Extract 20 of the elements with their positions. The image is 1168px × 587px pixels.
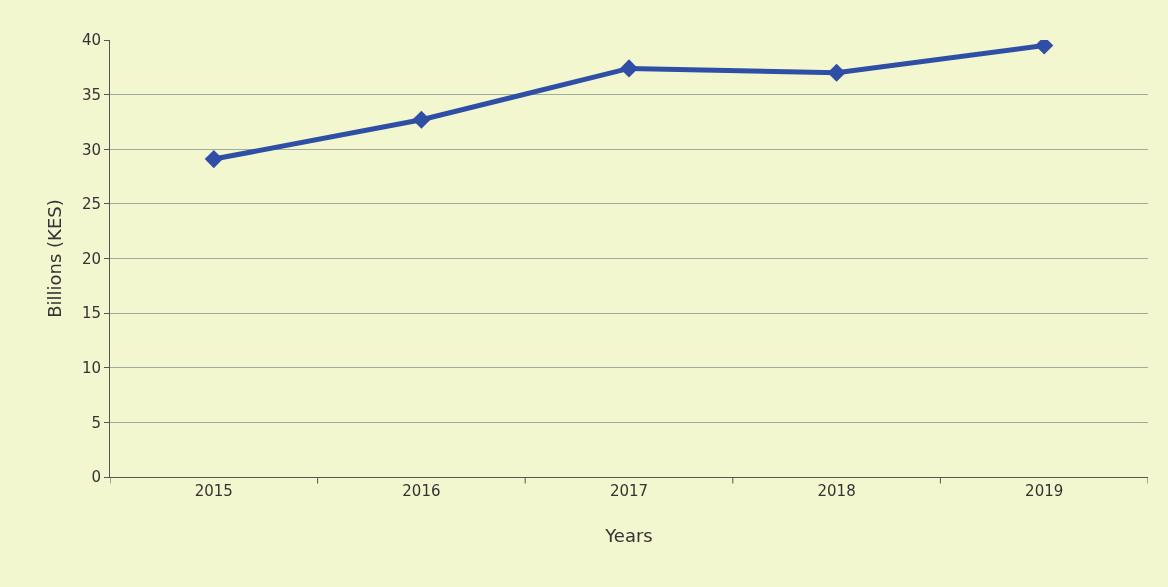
y-axis-title: Billions (KES) [44, 199, 66, 318]
point [827, 63, 846, 82]
y-tick-label: 40 [81, 31, 101, 50]
point [204, 149, 223, 169]
x-tick-label: 2017 [609, 482, 649, 500]
x-tick-label: 2018 [817, 482, 856, 500]
x-tick-label: 2015 [194, 482, 233, 500]
y-tick-label: 15 [81, 304, 101, 323]
x-tick-label: 2019 [1025, 482, 1064, 500]
y-tick-label: 25 [81, 195, 101, 214]
y-tick-label: 0 [91, 468, 101, 487]
y-tick-label: 20 [81, 249, 101, 268]
y-tick-label: 35 [81, 85, 101, 104]
y-tick-label: 10 [81, 359, 101, 377]
point [412, 110, 431, 129]
x-axis-title: Years [604, 525, 653, 547]
point [619, 59, 639, 78]
x-tick-label: 2016 [402, 482, 441, 500]
y-tick-label: 30 [81, 140, 101, 159]
y-tick-label: 5 [91, 413, 101, 432]
